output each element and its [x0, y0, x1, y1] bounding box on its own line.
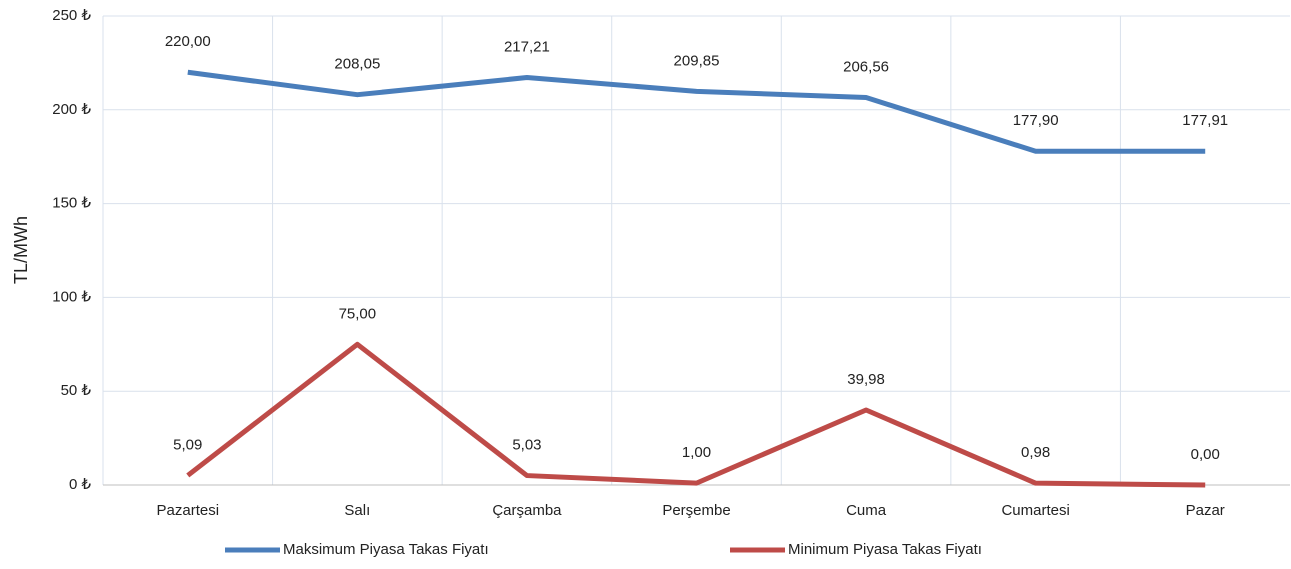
x-tick-label: Pazartesi: [157, 502, 220, 519]
x-tick-label: Cuma: [846, 502, 887, 519]
legend-label: Minimum Piyasa Takas Fiyatı: [788, 541, 982, 558]
data-label: 220,00: [165, 33, 211, 50]
series-line: [186, 341, 1206, 488]
data-label: 177,90: [1013, 112, 1059, 129]
y-tick-label: 150 ₺: [52, 195, 91, 212]
data-label: 208,05: [334, 56, 380, 73]
x-tick-label: Cumartesi: [1001, 502, 1069, 519]
series-line: [187, 69, 1206, 154]
legend-label: Maksimum Piyasa Takas Fiyatı: [283, 541, 489, 558]
data-label: 206,56: [843, 58, 889, 75]
y-tick-label: 50 ₺: [61, 382, 92, 399]
data-label: 5,03: [512, 437, 541, 454]
data-label: 0,00: [1191, 446, 1220, 463]
y-tick-label: 200 ₺: [52, 101, 91, 118]
data-label: 75,00: [339, 305, 377, 322]
x-tick-label: Pazar: [1186, 502, 1225, 519]
x-tick-label: Perşembe: [662, 502, 730, 519]
y-tick-label: 0 ₺: [69, 476, 92, 493]
data-label: 5,09: [173, 436, 202, 453]
x-tick-label: Salı: [344, 502, 370, 519]
x-tick-label: Çarşamba: [492, 502, 562, 519]
data-label: 0,98: [1021, 444, 1050, 461]
y-axis-label: TL/MWh: [11, 216, 31, 284]
data-label: 217,21: [504, 38, 550, 55]
y-tick-label: 250 ₺: [52, 7, 91, 24]
data-label: 1,00: [682, 444, 711, 461]
data-label: 177,91: [1182, 112, 1228, 129]
y-tick-label: 100 ₺: [52, 288, 91, 305]
data-label: 209,85: [674, 52, 720, 69]
data-label: 39,98: [847, 371, 885, 388]
